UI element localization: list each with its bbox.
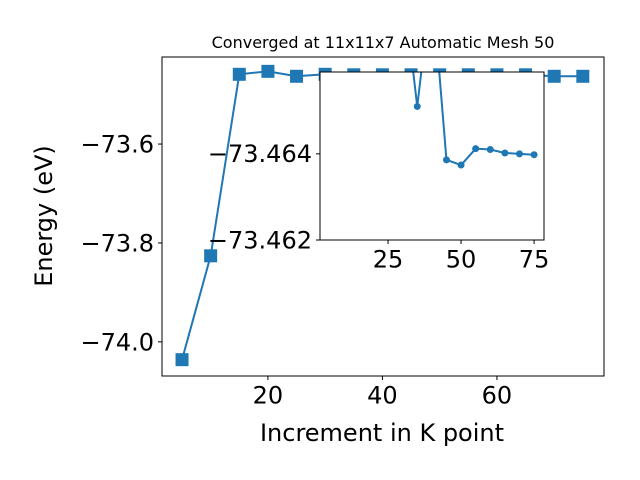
- x-tick-label: 20: [253, 382, 284, 410]
- y-tick-label: −73.8: [80, 229, 154, 257]
- plot-area: [320, 72, 544, 240]
- x-tick-label: 60: [482, 382, 513, 410]
- x-tick-label: 75: [519, 246, 550, 274]
- marker: [530, 151, 538, 159]
- x-tick-label: 50: [446, 246, 477, 274]
- marker: [204, 249, 218, 263]
- marker: [175, 353, 189, 367]
- marker: [261, 64, 275, 78]
- marker: [576, 69, 590, 83]
- marker: [413, 102, 421, 110]
- marker: [457, 161, 465, 169]
- y-tick-label: −73.462: [208, 226, 312, 254]
- x-tick-label: 25: [373, 246, 404, 274]
- marker: [515, 150, 523, 158]
- marker: [547, 69, 561, 83]
- plot-content: [412, 72, 538, 169]
- y-tick-label: −73.464: [208, 140, 312, 168]
- marker: [472, 145, 480, 153]
- y-axis-label: Energy (eV): [30, 145, 58, 287]
- y-tick-label: −74.0: [80, 328, 154, 356]
- marker: [442, 156, 450, 164]
- y-tick-label: −73.6: [80, 130, 154, 158]
- chart-title: Converged at 11x11x7 Automatic Mesh 50: [212, 33, 555, 52]
- axes-frame: [161, 56, 605, 377]
- marker: [290, 69, 304, 83]
- marker: [501, 149, 509, 157]
- series-line: [412, 72, 535, 167]
- x-axis-label: Increment in K point: [260, 419, 504, 447]
- axes-frame: [319, 71, 545, 241]
- marker: [232, 67, 246, 81]
- marker: [486, 146, 494, 154]
- x-tick-label: 40: [367, 382, 398, 410]
